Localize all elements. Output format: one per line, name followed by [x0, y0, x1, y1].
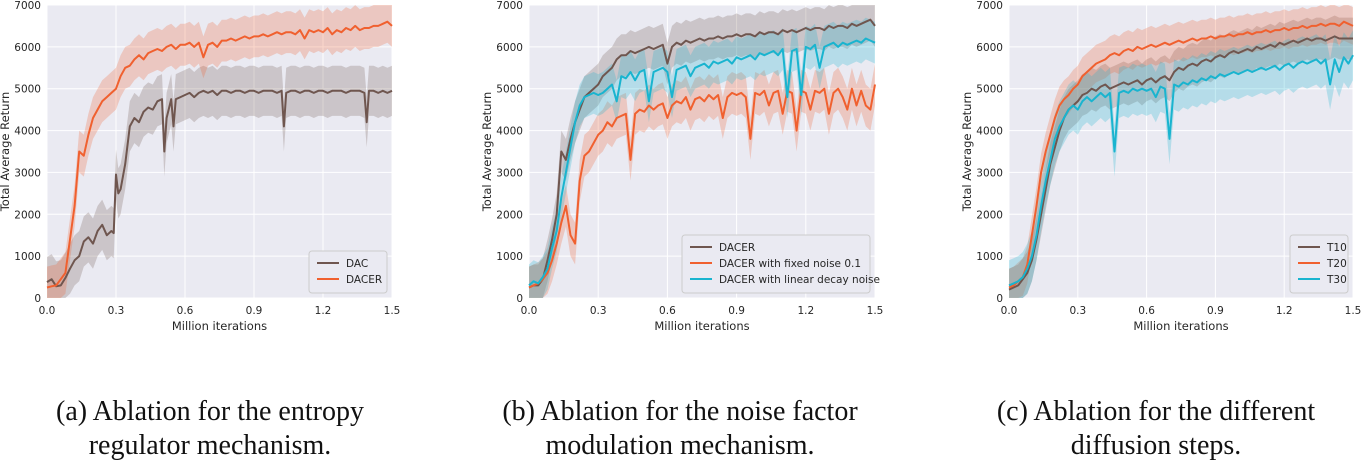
- y-tick-label: 5000: [496, 84, 523, 96]
- y-axis-label: Total Average Return: [0, 92, 12, 213]
- y-tick-label: 4000: [14, 126, 41, 138]
- chart-panel-a: 0.0 0.3 0.6 0.9 1.2 1.5 0 1000 2000 3000 4000 5000 6…: [0, 0, 420, 333]
- x-axis-label: Million iterations: [172, 319, 267, 333]
- legend-label: DACER with fixed noise 0.1: [719, 258, 861, 270]
- legend-label: DACER: [346, 274, 382, 286]
- series-line: [1008, 54, 1354, 287]
- y-tick-label: 3000: [14, 167, 41, 179]
- x-tick-label: 0.0: [39, 305, 56, 317]
- x-tick-label: 0.0: [521, 305, 538, 317]
- x-tick-label: 0.3: [590, 305, 607, 317]
- x-tick-label: 1.5: [384, 305, 401, 317]
- x-tick-label: 0.9: [1207, 305, 1224, 317]
- y-tick-label: 7000: [14, 0, 41, 12]
- series-band: [1009, 15, 1353, 298]
- series-line: [46, 89, 393, 288]
- y-tick-label: 2000: [976, 209, 1003, 221]
- y-tick-label: 0: [516, 293, 523, 305]
- legend-label: T10: [1326, 242, 1347, 254]
- y-tick-label: 6000: [496, 42, 523, 54]
- x-tick-label: 1.2: [315, 305, 332, 317]
- y-tick-label: 1000: [496, 251, 523, 263]
- x-tick-label: 0.0: [1001, 305, 1018, 317]
- x-tick-label: 0.3: [108, 305, 125, 317]
- x-tick-label: 1.5: [867, 305, 884, 317]
- y-tick-label: 3000: [976, 167, 1003, 179]
- y-tick-label: 1000: [14, 251, 41, 263]
- caption-c: (c) Ablation for the different diffusion…: [996, 396, 1316, 461]
- legend-label: T20: [1326, 258, 1347, 270]
- y-tick-label: 0: [996, 293, 1003, 305]
- y-axis-label: Total Average Return: [480, 92, 494, 213]
- y-tick-label: 2000: [496, 209, 523, 221]
- x-tick-label: 0.6: [1138, 305, 1155, 317]
- series-band: [529, 63, 875, 298]
- legend-label: DACER with linear decay noise: [719, 274, 880, 286]
- chart-panel-b: 0.0 0.3 0.6 0.9 1.2 1.5 0 1000 2000 3000 4000 5000 6…: [470, 0, 890, 333]
- x-tick-label: 1.2: [797, 305, 814, 317]
- y-tick-label: 1000: [976, 251, 1003, 263]
- y-tick-label: 7000: [496, 0, 523, 12]
- series-band: [1009, 5, 1353, 298]
- x-tick-label: 0.3: [1069, 305, 1086, 317]
- y-tick-label: 4000: [496, 126, 523, 138]
- series-line: [528, 37, 876, 287]
- x-tick-label: 0.9: [246, 305, 263, 317]
- y-tick-label: 6000: [14, 42, 41, 54]
- y-tick-label: 6000: [976, 42, 1003, 54]
- legend-box: [308, 250, 388, 294]
- x-tick-label: 0.9: [728, 305, 745, 317]
- y-tick-label: 2000: [14, 209, 41, 221]
- caption-b: (b) Ablation for the noise factor modula…: [502, 396, 858, 461]
- y-axis-label: Total Average Return: [960, 92, 974, 213]
- y-tick-label: 5000: [976, 84, 1003, 96]
- series-line: [528, 84, 876, 289]
- x-tick-label: 1.2: [1276, 305, 1293, 317]
- series-band: [529, 5, 875, 298]
- y-tick-label: 7000: [976, 0, 1003, 12]
- x-tick-label: 1.5: [1345, 305, 1362, 317]
- chart-panel-c: 0.0 0.3 0.6 0.9 1.2 1.5 0 1000 2000 3000 4000 5000 6…: [946, 0, 1366, 333]
- x-tick-label: 0.6: [659, 305, 676, 317]
- series-line: [46, 20, 393, 289]
- y-tick-label: 0: [34, 293, 41, 305]
- x-axis-label: Million iterations: [654, 319, 749, 333]
- series-line: [1008, 20, 1354, 289]
- series-band: [47, 5, 392, 298]
- chart-b-svg: 0.0 0.3 0.6 0.9 1.2 1.5 0 1000 2000 3000 4000 5000 6…: [480, 0, 884, 333]
- y-tick-label: 3000: [496, 167, 523, 179]
- x-axis-label: Million iterations: [1133, 319, 1228, 333]
- legend-label: T30: [1326, 274, 1347, 286]
- legend-box: [681, 234, 871, 294]
- series-band: [47, 65, 392, 298]
- x-tick-label: 0.6: [177, 305, 194, 317]
- chart-a-svg: 0.0 0.3 0.6 0.9 1.2 1.5 0 1000 2000 3000 4000 5000 6…: [0, 0, 401, 333]
- legend-label: DACER: [719, 242, 755, 254]
- y-tick-label: 4000: [976, 126, 1003, 138]
- y-tick-label: 5000: [14, 84, 41, 96]
- chart-c-svg: 0.0 0.3 0.6 0.9 1.2 1.5 0 1000 2000 3000 4000 5000 6…: [960, 0, 1362, 333]
- caption-a: (a) Ablation for the entropy regulator m…: [56, 396, 364, 461]
- legend-label: DAC: [346, 258, 368, 270]
- plot-area: [47, 5, 392, 298]
